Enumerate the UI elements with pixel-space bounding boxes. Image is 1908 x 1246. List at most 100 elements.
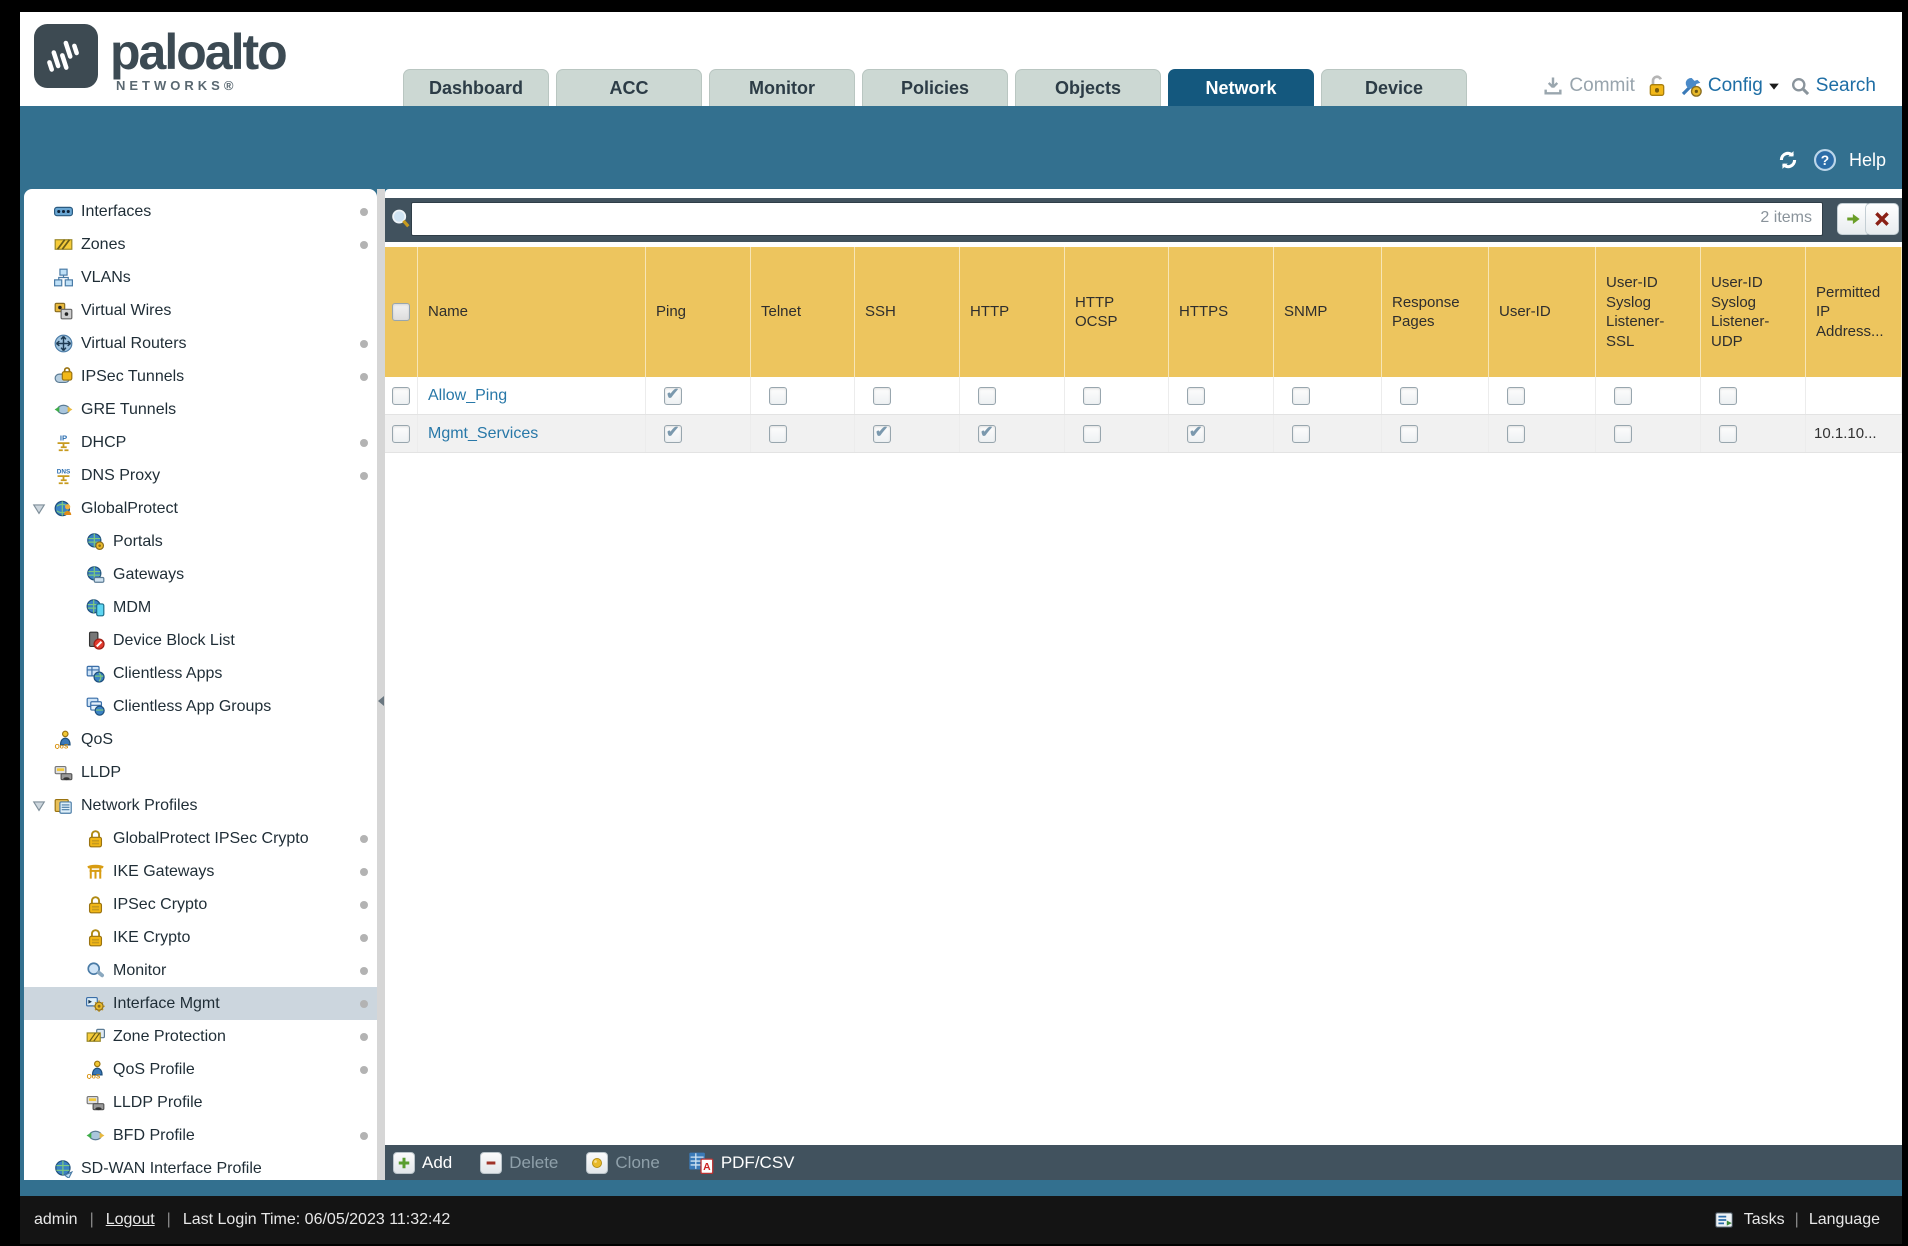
sidebar-item-ipsec-crypto[interactable]: IPSec Crypto — [24, 888, 377, 921]
column-header-response_pages[interactable]: Response Pages — [1382, 247, 1489, 377]
unchecked-checkbox[interactable] — [1083, 386, 1101, 405]
column-header-telnet[interactable]: Telnet — [751, 247, 855, 377]
unchecked-checkbox[interactable] — [1292, 424, 1310, 443]
tab-acc[interactable]: ACC — [556, 69, 702, 106]
row-select-checkbox[interactable] — [392, 424, 410, 443]
sidebar-item-gre-tunnels[interactable]: GRE Tunnels — [24, 393, 377, 426]
unchecked-checkbox[interactable] — [978, 386, 996, 405]
config-wrench-icon — [1679, 74, 1703, 98]
unchecked-checkbox[interactable] — [1400, 386, 1418, 405]
sidebar-item-qos-profile[interactable]: QoS QoS Profile — [24, 1053, 377, 1086]
sidebar-item-label: LLDP — [81, 763, 122, 781]
unchecked-checkbox[interactable] — [769, 386, 787, 405]
profile-name-link[interactable]: Allow_Ping — [428, 386, 508, 404]
sidebar-item-monitor[interactable]: Monitor — [24, 954, 377, 987]
logout-link[interactable]: Logout — [105, 1211, 155, 1228]
refresh-icon[interactable] — [1775, 148, 1801, 172]
checked-checkbox[interactable] — [1187, 422, 1205, 443]
unchecked-checkbox[interactable] — [1507, 424, 1525, 443]
checked-checkbox[interactable] — [664, 422, 682, 443]
language-button[interactable]: Language — [1808, 1211, 1880, 1228]
sidebar-item-virtual-wires[interactable]: Virtual Wires — [24, 294, 377, 327]
sidebar-item-dhcp[interactable]: IP DHCP — [24, 426, 377, 459]
unchecked-checkbox[interactable] — [769, 424, 787, 443]
unchecked-checkbox[interactable] — [1719, 386, 1737, 405]
pdfcsv-button[interactable]: A PDF/CSV — [688, 1151, 795, 1175]
sidebar-item-interfaces[interactable]: Interfaces — [24, 195, 377, 228]
sidebar-item-clientless-app-groups[interactable]: Clientless App Groups — [24, 690, 377, 723]
tab-dashboard[interactable]: Dashboard — [403, 69, 549, 106]
sidebar-item-ike-crypto[interactable]: IKE Crypto — [24, 921, 377, 954]
filter-input[interactable] — [411, 202, 1823, 236]
sidebar-item-label: Virtual Routers — [81, 334, 187, 352]
config-menu-button[interactable]: Config — [1679, 74, 1780, 98]
sidebar-item-mdm[interactable]: MDM — [24, 591, 377, 624]
unchecked-checkbox[interactable] — [1187, 386, 1205, 405]
checked-checkbox[interactable] — [664, 384, 682, 405]
unchecked-checkbox[interactable] — [1719, 424, 1737, 443]
sidebar-item-globalprotect[interactable]: GlobalProtect — [24, 492, 377, 525]
sidebar-item-lldp[interactable]: LLDP — [24, 756, 377, 789]
sidebar-item-ike-gateways[interactable]: IKE Gateways — [24, 855, 377, 888]
checked-checkbox[interactable] — [978, 422, 996, 443]
sidebar-item-zones[interactable]: Zones — [24, 228, 377, 261]
sidebar-item-bfd-profile[interactable]: BFD Profile — [24, 1119, 377, 1152]
sidebar-item-zone-protection[interactable]: Zone Protection — [24, 1020, 377, 1053]
sidebar-collapse-handle[interactable] — [377, 694, 385, 708]
select-all-checkbox[interactable] — [392, 303, 410, 321]
commit-button[interactable]: Commit — [1542, 75, 1635, 97]
sidebar-item-sd-wan-interface-profile[interactable]: SD-WAN Interface Profile — [24, 1152, 377, 1180]
lock-open-icon[interactable] — [1645, 74, 1669, 98]
unchecked-checkbox[interactable] — [1083, 424, 1101, 443]
sidebar-item-qos[interactable]: QoS QoS — [24, 723, 377, 756]
sidebar-item-gateways[interactable]: Gateways — [24, 558, 377, 591]
help-icon[interactable]: ? — [1813, 148, 1837, 172]
clear-filter-button[interactable] — [1865, 203, 1899, 235]
sidebar-item-network-profiles[interactable]: Network Profiles — [24, 789, 377, 822]
column-header-ping[interactable]: Ping — [646, 247, 751, 377]
tab-monitor[interactable]: Monitor — [709, 69, 855, 106]
sidebar-item-dns-proxy[interactable]: DNS DNS Proxy — [24, 459, 377, 492]
column-header-snmp[interactable]: SNMP — [1274, 247, 1382, 377]
unchecked-checkbox[interactable] — [873, 386, 891, 405]
search-menu-button[interactable]: Search — [1790, 75, 1876, 97]
sidebar-item-interface-mgmt[interactable]: Interface Mgmt — [24, 987, 377, 1020]
column-header-user_id_syslog_ssl[interactable]: User-ID Syslog Listener-SSL — [1596, 247, 1701, 377]
tasks-button[interactable]: Tasks — [1743, 1211, 1785, 1228]
profile-name-link[interactable]: Mgmt_Services — [428, 424, 539, 442]
tab-device[interactable]: Device — [1321, 69, 1467, 106]
column-header-select[interactable] — [385, 247, 418, 377]
column-header-user_id[interactable]: User-ID — [1489, 247, 1596, 377]
chevron-down-icon — [1768, 80, 1780, 92]
unchecked-checkbox[interactable] — [1614, 386, 1632, 405]
unchecked-checkbox[interactable] — [1292, 386, 1310, 405]
unchecked-checkbox[interactable] — [1507, 386, 1525, 405]
sidebar-item-portals[interactable]: Portals — [24, 525, 377, 558]
item-dot — [360, 340, 368, 348]
sidebar-item-ipsec-tunnels[interactable]: IPSec Tunnels — [24, 360, 377, 393]
column-header-user_id_syslog_udp[interactable]: User-ID Syslog Listener-UDP — [1701, 247, 1806, 377]
column-header-http_ocsp[interactable]: HTTP OCSP — [1065, 247, 1169, 377]
sidebar-item-device-block-list[interactable]: Device Block List — [24, 624, 377, 657]
column-header-https[interactable]: HTTPS — [1169, 247, 1274, 377]
sidebar-item-clientless-apps[interactable]: Clientless Apps — [24, 657, 377, 690]
tab-objects[interactable]: Objects — [1015, 69, 1161, 106]
tab-network[interactable]: Network — [1168, 69, 1314, 106]
sidebar-item-virtual-routers[interactable]: Virtual Routers — [24, 327, 377, 360]
sidebar-item-lldp-profile[interactable]: LLDP Profile — [24, 1086, 377, 1119]
column-header-permitted_ip[interactable]: Permitted IP Address... — [1806, 247, 1902, 377]
add-button[interactable]: Add — [393, 1151, 452, 1174]
globalprotect-icon — [54, 499, 73, 518]
tab-policies[interactable]: Policies — [862, 69, 1008, 106]
column-header-name[interactable]: Name — [418, 247, 646, 377]
row-select-checkbox[interactable] — [392, 386, 410, 405]
sidebar-item-vlans[interactable]: VLANs — [24, 261, 377, 294]
column-header-ssh[interactable]: SSH — [855, 247, 960, 377]
sidebar-item-globalprotect-ipsec-crypto[interactable]: GlobalProtect IPSec Crypto — [24, 822, 377, 855]
unchecked-checkbox[interactable] — [1400, 424, 1418, 443]
column-header-http[interactable]: HTTP — [960, 247, 1065, 377]
unchecked-checkbox[interactable] — [1614, 424, 1632, 443]
help-label[interactable]: Help — [1848, 149, 1886, 170]
main-content-panel: 2 items Name Ping Telnet SSH HTTP HTTP OCSP HT… — [385, 189, 1902, 1180]
checked-checkbox[interactable] — [873, 422, 891, 443]
